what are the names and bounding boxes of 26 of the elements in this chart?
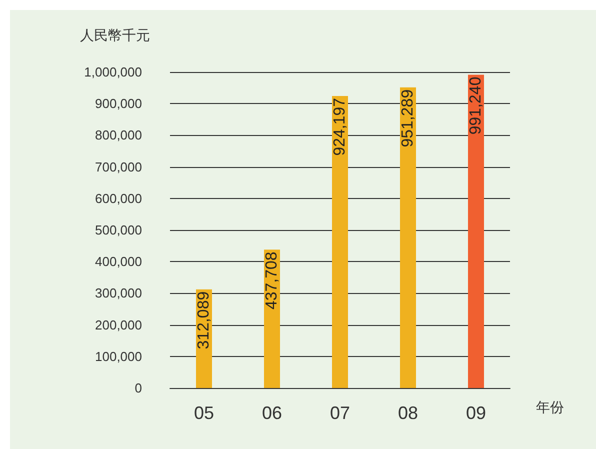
data-label: 991,240: [468, 76, 484, 135]
data-label: 312,089: [196, 291, 212, 350]
y-tick-label: 400,000: [95, 254, 142, 270]
bar: [332, 96, 348, 388]
y-tick-label: 700,000: [95, 159, 142, 174]
y-tick-label: 0: [134, 380, 142, 396]
y-tick-label: 100,000: [95, 348, 142, 364]
y-tick-label: 600,000: [95, 190, 142, 206]
x-axis-title: 年份: [536, 399, 564, 415]
x-tick-label: 05: [194, 403, 214, 423]
y-tick-label: 500,000: [95, 222, 142, 238]
bar: [400, 87, 416, 388]
x-tick-label: 06: [262, 403, 282, 423]
y-axis-title: 人民幣千元: [80, 27, 150, 43]
x-tick-label: 07: [330, 403, 350, 423]
y-tick-label: 1,000,000: [84, 64, 142, 80]
y-tick-label: 800,000: [95, 128, 142, 143]
x-tick-label: 09: [466, 403, 486, 423]
data-label: 437,708: [264, 252, 280, 310]
y-tick-label: 300,000: [95, 286, 142, 301]
bar: [468, 74, 484, 388]
data-label: 951,289: [400, 89, 416, 148]
data-label: 924,197: [332, 98, 348, 156]
y-tick-label: 900,000: [95, 96, 142, 112]
x-tick-label: 08: [398, 403, 418, 423]
y-tick-label: 200,000: [95, 317, 142, 332]
